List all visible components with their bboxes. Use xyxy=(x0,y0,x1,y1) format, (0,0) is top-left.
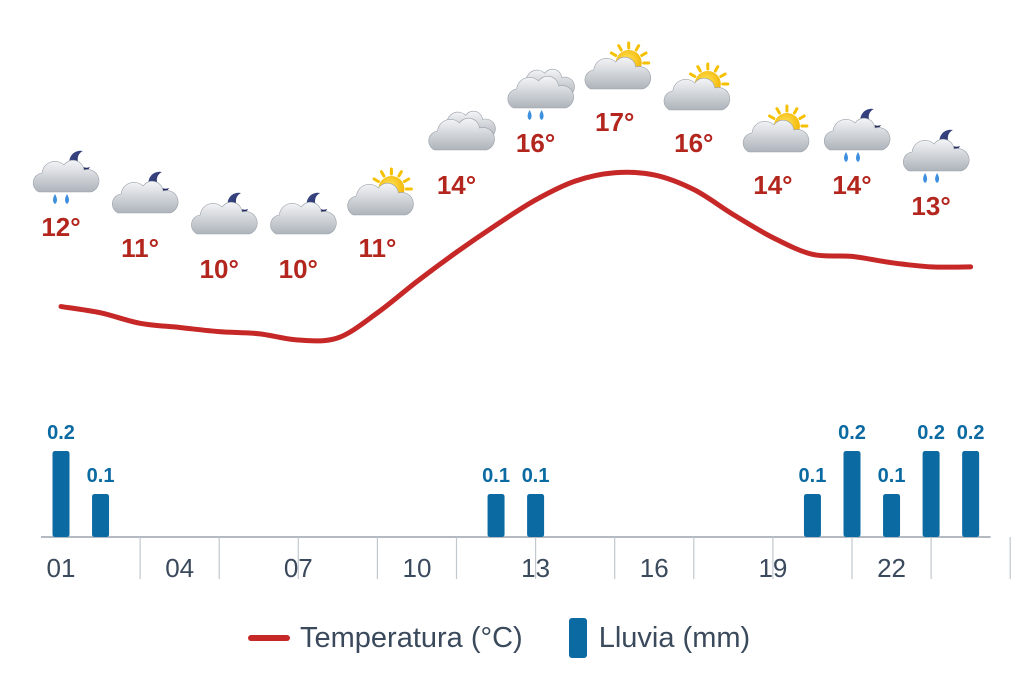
tick-label: 01 xyxy=(47,553,76,583)
sun-cloud-icon xyxy=(663,62,731,111)
temperature-label: 11° xyxy=(358,233,396,263)
sun-cloud-icon xyxy=(347,167,414,216)
temperature-label: 16° xyxy=(516,128,555,158)
tick-label: 13 xyxy=(521,553,550,583)
temperature-labels: 12° 11° 10° 10° 11° 14° 16° 17° 16° 14° 14° 13° xyxy=(41,107,950,284)
temperature-series-line xyxy=(58,169,974,344)
rain-bar xyxy=(92,494,110,537)
rain-labels: 0.2 0.1 0.1 0.1 0.1 0.2 0.1 0.2 0.2 xyxy=(47,422,984,487)
tick-label: 04 xyxy=(165,553,194,583)
night-cloud-icon xyxy=(112,171,179,214)
temperature-label: 17° xyxy=(595,107,634,137)
rain-value-label: 0.2 xyxy=(957,422,985,444)
temperature-label: 13° xyxy=(911,191,950,221)
chart-legend: Temperatura (°C) Lluvia (mm) xyxy=(248,618,750,658)
night-cloud-icon xyxy=(191,192,258,235)
tick-label: 19 xyxy=(758,553,787,583)
rain-bar xyxy=(527,494,545,537)
legend-rain-label: Lluvia (mm) xyxy=(598,621,751,654)
rain-bar xyxy=(922,451,940,537)
sun-cloud-icon xyxy=(584,41,652,90)
rain-bar xyxy=(843,451,861,537)
legend-rain: Lluvia (mm) xyxy=(523,618,750,658)
sun-cloud-icon xyxy=(742,104,810,153)
rain-bar xyxy=(883,494,901,537)
rain-value-label: 0.1 xyxy=(799,465,827,487)
rain-bar xyxy=(962,451,980,537)
cloud-rain-icon xyxy=(507,68,575,120)
night-cloud-rain-icon xyxy=(903,129,970,183)
rain-bars xyxy=(52,451,980,537)
rain-value-label: 0.1 xyxy=(522,465,550,487)
legend-rain-swatch xyxy=(568,618,587,658)
cloud-icon xyxy=(428,110,496,151)
weather-chart: 12°11°10° 10°11°14°16°17°16°14° 14°13° 01 0… xyxy=(32,41,1011,583)
legend-temperature-label: Temperatura (°C) xyxy=(300,621,523,654)
rain-bar xyxy=(52,451,70,537)
rain-bar xyxy=(487,494,505,537)
rain-value-label: 0.1 xyxy=(482,465,510,487)
temperature-label: 11° xyxy=(121,233,159,263)
rain-value-label: 0.2 xyxy=(838,422,866,444)
temperature-label: 12° xyxy=(41,212,80,242)
legend-temperature: Temperatura (°C) xyxy=(248,622,523,655)
tick-label: 07 xyxy=(284,553,313,583)
temperature-line xyxy=(58,169,974,344)
time-axis: 01 04 07 10 13 16 19 22 xyxy=(41,536,1011,583)
weather-icons xyxy=(32,41,970,235)
temperature-label: 14° xyxy=(832,170,871,200)
tick-label: 16 xyxy=(640,553,669,583)
temperature-label: 14° xyxy=(437,170,476,200)
night-cloud-rain-icon xyxy=(32,150,100,204)
tick-label: 10 xyxy=(402,553,431,583)
rain-value-label: 0.2 xyxy=(47,422,75,444)
temperature-label: 14° xyxy=(753,170,792,200)
temperature-label: 10° xyxy=(200,254,239,284)
tick-label: 22 xyxy=(877,553,906,583)
rain-value-label: 0.1 xyxy=(87,465,115,487)
rain-value-label: 0.2 xyxy=(917,422,945,444)
night-cloud-icon xyxy=(270,192,337,235)
rain-value-label: 0.1 xyxy=(878,465,906,487)
rain-bar xyxy=(803,494,821,537)
temperature-label: 10° xyxy=(279,254,318,284)
temperature-label: 16° xyxy=(674,128,713,158)
night-cloud-rain-icon xyxy=(823,108,891,162)
legend-temperature-swatch xyxy=(248,635,290,641)
